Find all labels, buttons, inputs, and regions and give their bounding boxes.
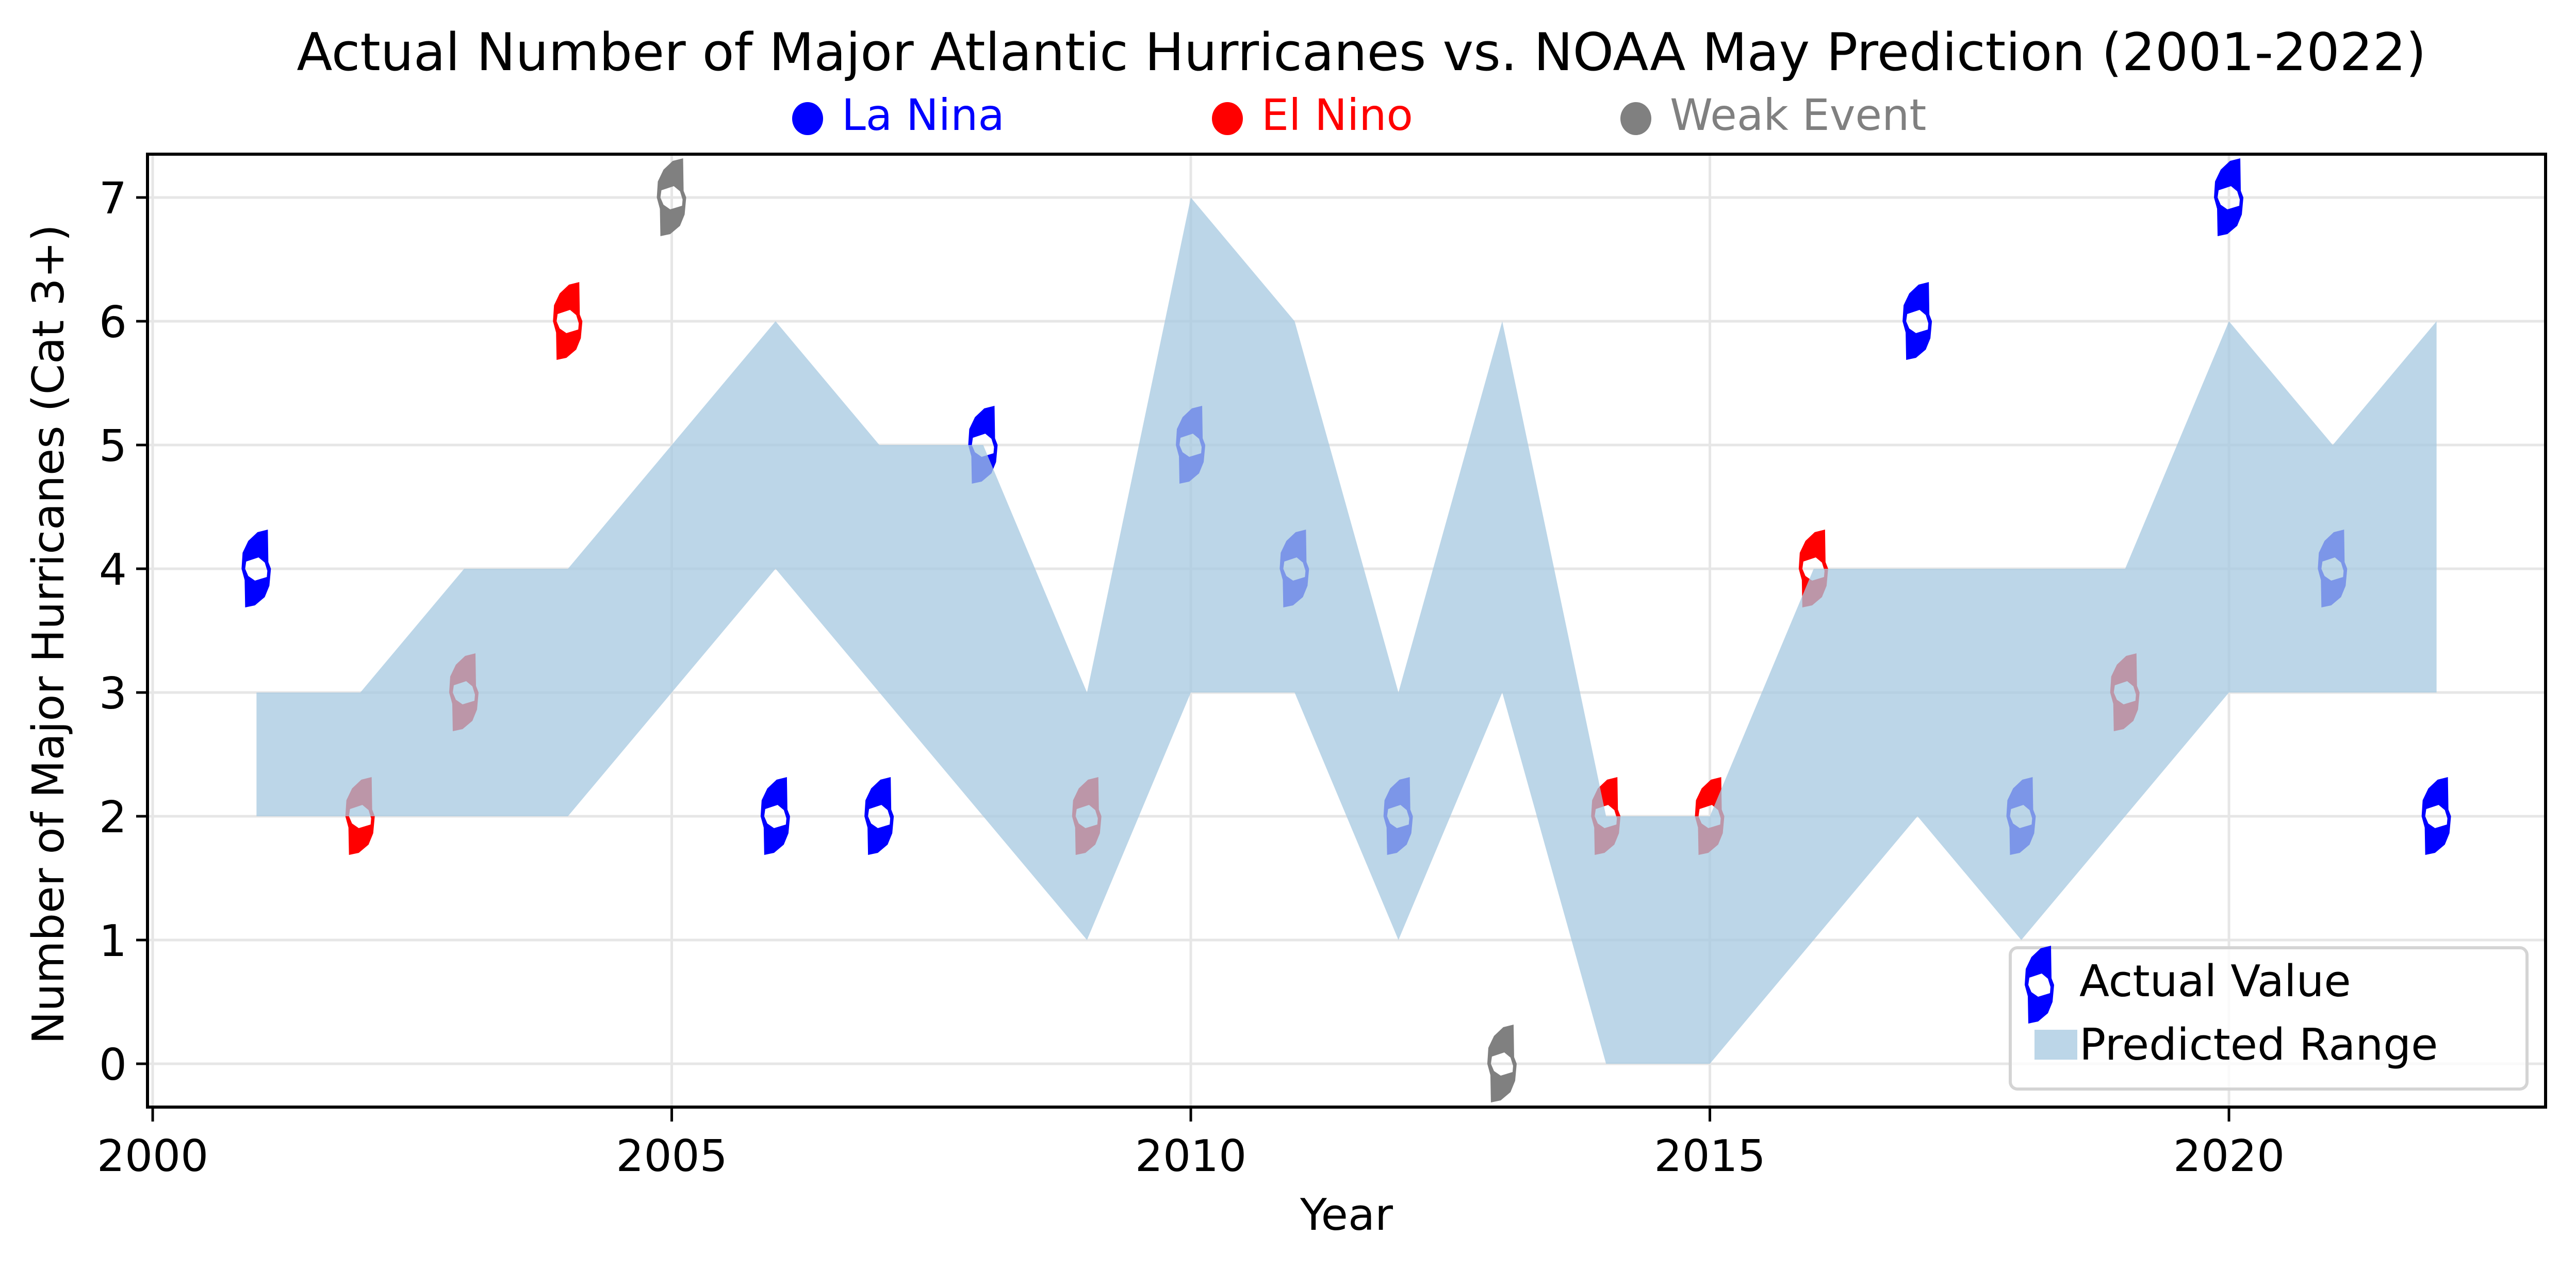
chart-title: Actual Number of Major Atlantic Hurrican… <box>297 22 2426 83</box>
y-tick-label: 0 <box>99 1040 127 1091</box>
legend-predicted-range-swatch <box>2034 1030 2077 1060</box>
y-tick-label: 4 <box>99 545 127 596</box>
legend-actual-value-marker-icon <box>2025 946 2054 1024</box>
y-tick-label: 6 <box>99 297 127 348</box>
axes-frame <box>146 153 2547 1109</box>
x-tick-label: 2010 <box>1135 1131 1246 1182</box>
actual-value-marker <box>553 282 583 360</box>
legend-dot-weak-event <box>1620 102 1651 135</box>
actual-value-marker <box>760 777 790 855</box>
actual-value-marker <box>657 158 686 236</box>
legend-dot-el-nino <box>1212 102 1243 135</box>
actual-value-marker <box>1487 1025 1517 1102</box>
y-tick-label: 5 <box>99 421 127 472</box>
y-tick-label: 2 <box>99 792 127 843</box>
y-axis-label: Number of Major Hurricanes (Cat 3+) <box>23 224 74 1044</box>
legend-marker-shape <box>2025 946 2054 1024</box>
x-tick-label: 2000 <box>97 1131 208 1182</box>
y-tick-label: 3 <box>99 668 127 719</box>
actual-value-marker <box>2214 158 2244 236</box>
predicted-range-area <box>256 197 2437 1064</box>
main-legend: Actual Value Predicted Range <box>2009 946 2529 1091</box>
actual-value-marker <box>241 530 271 607</box>
y-tick-label: 7 <box>99 173 127 224</box>
x-axis-ticks: 2000 2005 2010 2015 2020 <box>97 1107 2285 1182</box>
actual-value-marker <box>2421 777 2451 855</box>
x-axis-label: Year <box>1300 1190 1393 1241</box>
legend-label-el-nino: El Nino <box>1261 90 1413 140</box>
y-tick-label: 1 <box>99 916 127 967</box>
legend-label-weak-event: Weak Event <box>1670 90 1926 140</box>
x-tick-label: 2005 <box>616 1131 727 1182</box>
x-tick-label: 2020 <box>2173 1131 2285 1182</box>
legend-box <box>2009 946 2529 1091</box>
enso-category-legend: La Nina El Nino Weak Event <box>792 90 1926 140</box>
actual-value-marker <box>1902 282 1932 360</box>
legend-dot-la-nina <box>792 102 823 135</box>
legend-label-actual-value: Actual Value <box>2079 956 2351 1007</box>
legend-label-la-nina: La Nina <box>842 90 1005 140</box>
y-axis-ticks: 0 1 2 3 4 5 6 7 <box>99 173 147 1091</box>
legend-label-predicted-range: Predicted Range <box>2079 1019 2438 1070</box>
actual-value-marker <box>864 777 894 855</box>
x-tick-label: 2015 <box>1654 1131 1765 1182</box>
